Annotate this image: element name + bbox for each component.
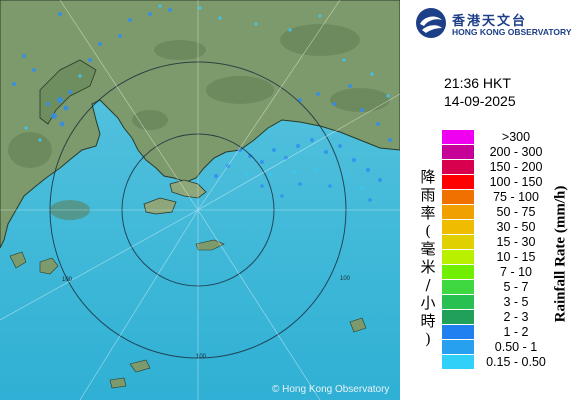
legend-swatch	[442, 325, 474, 339]
legend-title-chinese: 降 雨 率 ( 毫 米 / 小 時 )	[418, 168, 438, 348]
legend-swatch	[442, 175, 474, 189]
radar-time: 21:36 HKT	[444, 75, 511, 91]
legend-title-char: 時	[420, 312, 436, 330]
logo-chinese: 香港天文台	[452, 14, 528, 29]
legend-label: 3 - 5	[503, 295, 529, 309]
legend-label: 0.50 - 1	[494, 340, 538, 354]
legend-swatch	[442, 160, 474, 174]
legend-label: 10 - 15	[496, 250, 536, 264]
legend-title-char: )	[425, 330, 431, 348]
legend-title-char: 毫	[420, 240, 436, 258]
logo-english: HONG KONG OBSERVATORY	[452, 27, 572, 37]
hko-logo[interactable]: 香港天文台 HONG KONG OBSERVATORY	[414, 6, 574, 42]
legend-label: 5 - 7	[503, 280, 529, 294]
legend-swatch	[442, 205, 474, 219]
legend-label: 2 - 3	[503, 310, 529, 324]
legend-panel: 香港天文台 HONG KONG OBSERVATORY 21:36 HKT 14…	[400, 0, 577, 400]
legend-label: 0.15 - 0.50	[486, 355, 546, 369]
radar-map-svg: 100 100 100	[0, 0, 400, 400]
legend-title-char: 小	[420, 294, 436, 312]
legend-title-char: (	[425, 222, 431, 240]
legend-title-char: 率	[420, 204, 436, 222]
legend-label: 150 - 200	[489, 160, 543, 174]
legend-label: 1 - 2	[503, 325, 529, 339]
range-label-3: 100	[340, 276, 351, 282]
legend-title-char: 降	[420, 168, 436, 186]
land-island-1	[195, 239, 225, 251]
legend-swatch	[442, 190, 474, 204]
copyright-text: © Hong Kong Observatory	[272, 384, 390, 395]
legend-label: 7 - 10	[500, 265, 532, 279]
legend-swatch	[442, 220, 474, 234]
legend-title-char: 米	[420, 258, 436, 276]
legend-swatch	[442, 340, 474, 354]
legend-swatch	[442, 280, 474, 294]
legend-title-char: /	[425, 276, 431, 294]
radar-map[interactable]: 100 100 100 © Hong Kong Observatory	[0, 0, 400, 400]
land-island-2	[39, 257, 59, 275]
legend-swatch	[442, 130, 474, 144]
land-island-4	[129, 359, 151, 373]
land-hk-island	[169, 179, 207, 199]
legend-label: 50 - 75	[496, 205, 536, 219]
legend-label: 75 - 100	[493, 190, 539, 204]
legend-label: 200 - 300	[489, 145, 543, 159]
hko-logo-icon	[416, 8, 446, 38]
legend-swatch	[442, 310, 474, 324]
legend-swatch	[442, 250, 474, 264]
legend-title-char: 雨	[420, 186, 436, 204]
legend-label: 15 - 30	[496, 235, 536, 249]
land-island-5	[109, 377, 127, 389]
legend-label: 30 - 50	[496, 220, 536, 234]
radar-date: 14-09-2025	[444, 93, 516, 109]
legend-swatch	[442, 355, 474, 369]
legend-label: >300	[501, 130, 531, 144]
range-label-1: 100	[62, 277, 73, 283]
legend-label: 100 - 150	[489, 175, 543, 189]
legend-swatch	[442, 235, 474, 249]
legend-title-english: Rainfall Rate (mm/h)	[552, 185, 569, 323]
legend-swatch	[442, 145, 474, 159]
legend-swatch	[442, 265, 474, 279]
legend-swatch	[442, 295, 474, 309]
land-island-6	[349, 317, 367, 333]
land-island-3	[9, 251, 27, 269]
radial-lines	[0, 0, 400, 400]
rain-echoes-light	[24, 4, 390, 190]
land-mainland	[0, 0, 400, 249]
range-label-2: 100	[196, 354, 207, 360]
